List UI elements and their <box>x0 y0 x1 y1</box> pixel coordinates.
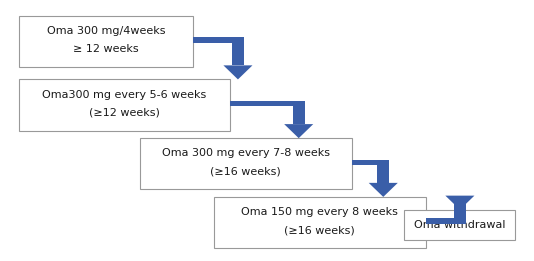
FancyBboxPatch shape <box>19 79 230 130</box>
FancyBboxPatch shape <box>214 197 426 248</box>
FancyBboxPatch shape <box>232 37 244 43</box>
FancyBboxPatch shape <box>351 160 383 165</box>
Polygon shape <box>445 196 474 210</box>
FancyBboxPatch shape <box>378 165 389 183</box>
FancyBboxPatch shape <box>293 106 304 124</box>
FancyBboxPatch shape <box>426 218 460 224</box>
Polygon shape <box>284 124 313 138</box>
FancyBboxPatch shape <box>454 196 466 224</box>
FancyBboxPatch shape <box>140 138 351 189</box>
FancyBboxPatch shape <box>378 160 389 165</box>
FancyBboxPatch shape <box>293 101 304 106</box>
Text: (≥16 weeks): (≥16 weeks) <box>285 225 355 235</box>
FancyBboxPatch shape <box>232 43 244 65</box>
Text: Oma 150 mg every 8 weeks: Oma 150 mg every 8 weeks <box>241 207 398 217</box>
FancyBboxPatch shape <box>404 210 515 240</box>
FancyBboxPatch shape <box>454 218 466 224</box>
Polygon shape <box>223 65 253 79</box>
Text: Oma 300 mg every 7-8 weeks: Oma 300 mg every 7-8 weeks <box>162 149 330 158</box>
Text: Oma 300 mg/4weeks: Oma 300 mg/4weeks <box>46 26 165 36</box>
FancyBboxPatch shape <box>193 37 238 43</box>
Text: (≥12 weeks): (≥12 weeks) <box>89 108 160 118</box>
Text: Oma300 mg every 5-6 weeks: Oma300 mg every 5-6 weeks <box>42 90 207 100</box>
Text: Oma withdrawal: Oma withdrawal <box>414 220 506 230</box>
FancyBboxPatch shape <box>230 101 299 106</box>
Polygon shape <box>368 183 398 197</box>
Text: ≥ 12 weeks: ≥ 12 weeks <box>73 44 139 54</box>
Text: (≥16 weeks): (≥16 weeks) <box>210 166 281 176</box>
FancyBboxPatch shape <box>19 16 193 67</box>
